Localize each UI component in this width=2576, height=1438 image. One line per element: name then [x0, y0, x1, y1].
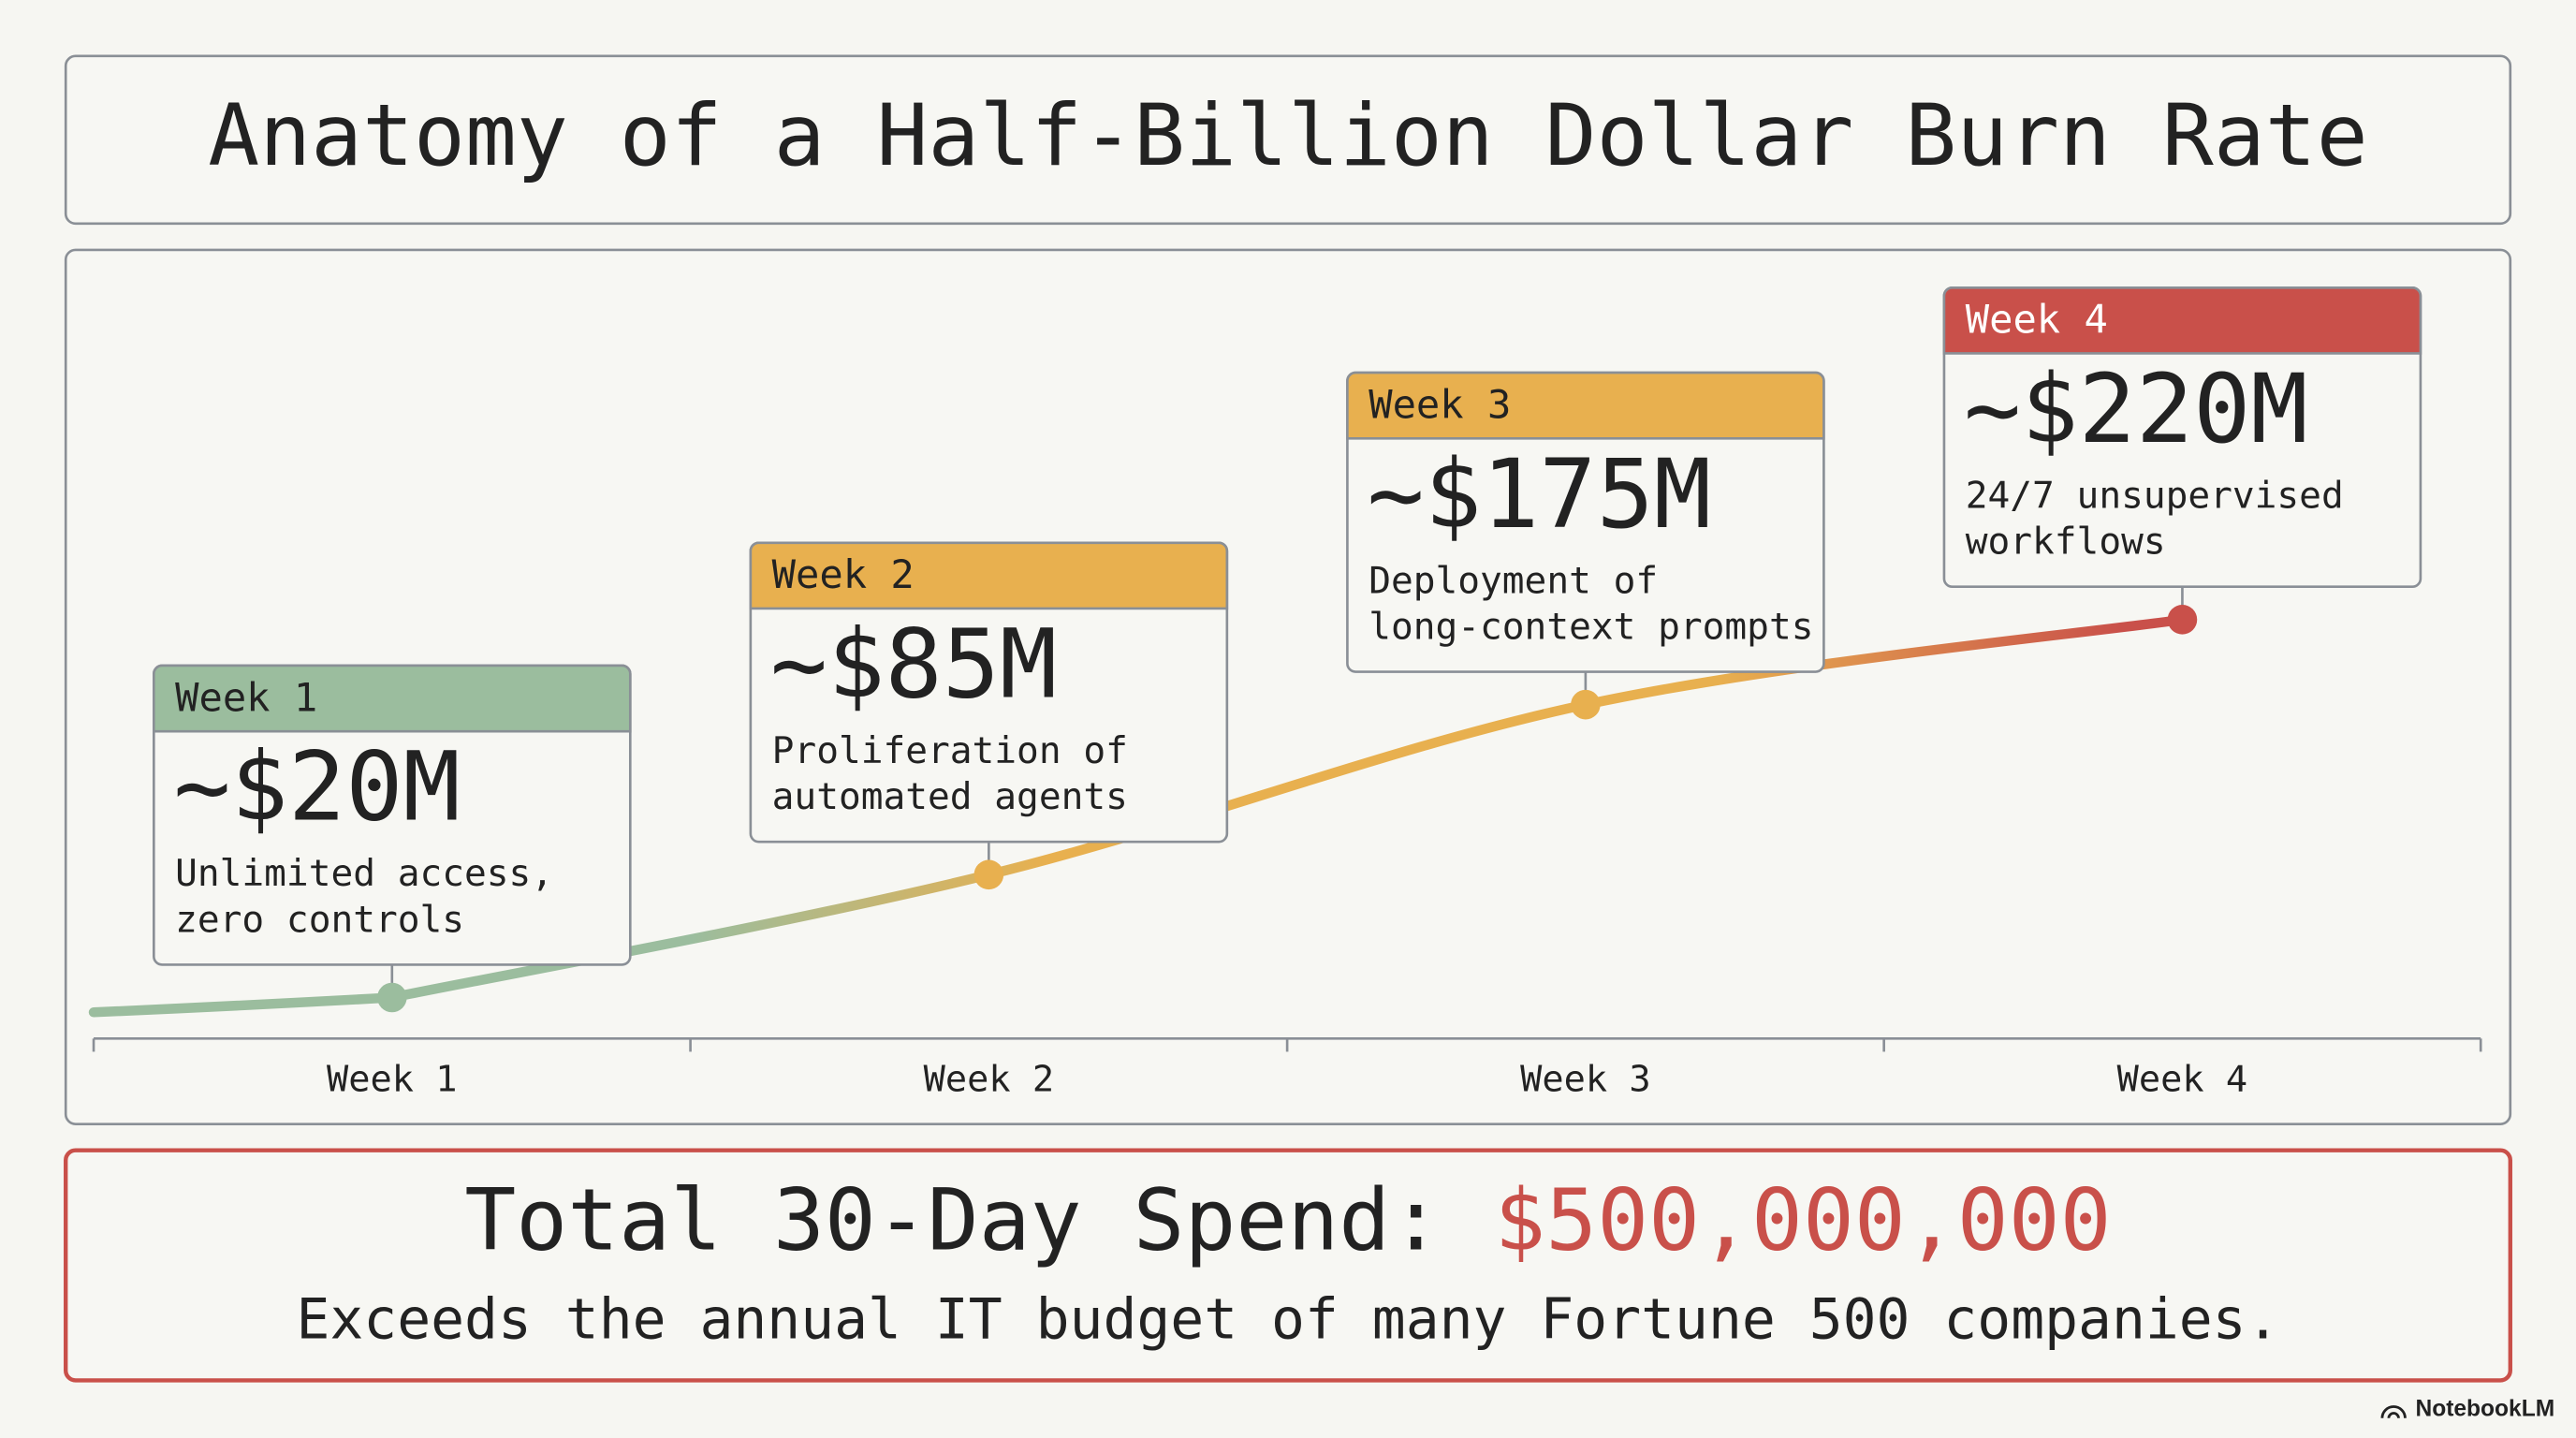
x-tick-label: Week 2 — [924, 1059, 1054, 1101]
curve-lead — [88, 992, 398, 1018]
card-note: workflows — [1966, 521, 2166, 564]
card-header — [1346, 371, 1825, 440]
card-note: Deployment of — [1368, 559, 1658, 602]
total-label: Total 30-Day Spend: — [464, 1169, 1442, 1269]
chart-panel — [64, 248, 2512, 1125]
annotation-card: Week 1 ~$20M Unlimited access,zero control… — [153, 664, 632, 966]
x-tick-label: Week 4 — [2117, 1059, 2247, 1101]
watermark: NotebookLM — [2415, 1397, 2554, 1422]
card-note: long-context prompts — [1368, 605, 1813, 648]
card-header — [153, 664, 632, 733]
card-header — [749, 541, 1229, 610]
watermark-icon — [2380, 1405, 2407, 1419]
value-label: ~$85M — [770, 609, 1057, 720]
data-point — [2167, 605, 2198, 635]
value-label: ~$175M — [1367, 440, 1711, 550]
data-point — [973, 859, 1004, 890]
value-label: ~$220M — [1964, 355, 2308, 465]
chart-title: Anatomy of a Half-Billion Dollar Burn Ra… — [208, 85, 2367, 185]
card-note: automated agents — [772, 775, 1128, 818]
title-panel — [64, 54, 2512, 226]
card-header-label: Week 1 — [175, 674, 317, 720]
x-tick-label: Week 1 — [327, 1059, 457, 1101]
data-point — [377, 982, 407, 1013]
card-header-label: Week 2 — [772, 551, 915, 597]
card-header — [1942, 286, 2422, 355]
card-note: 24/7 unsupervised — [1966, 474, 2344, 517]
x-tick-label: Week 3 — [1520, 1059, 1650, 1101]
total-note: Exceeds the annual IT budget of many For… — [296, 1288, 2279, 1353]
total-value: $500,000,000 — [1494, 1169, 2111, 1269]
card-header-label: Week 4 — [1966, 297, 2108, 343]
total-panel — [64, 1148, 2512, 1383]
line — [387, 614, 2188, 1003]
card-header-label: Week 3 — [1368, 381, 1511, 427]
card-note: zero controls — [175, 898, 464, 941]
card-note: Proliferation of — [772, 729, 1128, 772]
card-note: Unlimited access, — [175, 852, 553, 895]
value-label: ~$20M — [173, 733, 460, 844]
total-line: Total 30-Day Spend: $500,000,000 — [464, 1169, 2111, 1269]
data-point — [1571, 689, 1601, 720]
